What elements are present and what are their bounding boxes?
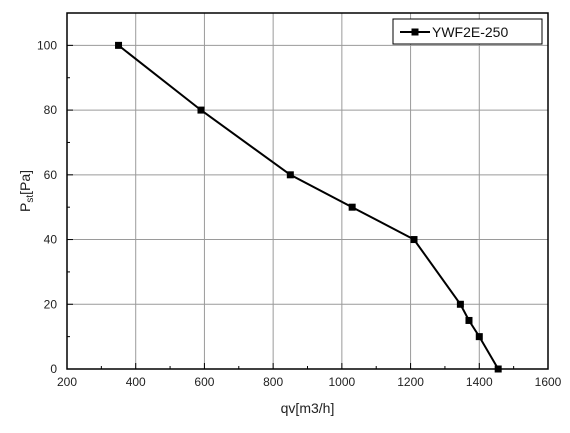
- data-point: [115, 41, 123, 49]
- data-point: [348, 203, 356, 211]
- y-tick-label: 20: [44, 297, 58, 311]
- x-tick-label: 1600: [535, 375, 562, 389]
- y-axis-title-main: P: [17, 203, 33, 212]
- data-point: [410, 236, 418, 244]
- legend-label: YWF2E-250: [432, 24, 508, 40]
- y-axis-title: Pst[Pa]: [17, 170, 36, 212]
- y-tick-label: 100: [37, 38, 57, 52]
- x-tick-label: 1000: [329, 375, 356, 389]
- data-point: [197, 106, 205, 114]
- y-tick-label: 0: [50, 362, 57, 376]
- legend-marker: [411, 28, 419, 36]
- x-tick-label: 600: [194, 375, 214, 389]
- x-tick-label: 1200: [397, 375, 424, 389]
- series-line: [117, 44, 500, 370]
- x-tick-label: 200: [57, 375, 77, 389]
- data-point: [475, 333, 483, 341]
- x-tick-label: 400: [126, 375, 146, 389]
- legend: YWF2E-250: [392, 18, 543, 45]
- y-tick-label: 60: [44, 168, 58, 182]
- data-point: [286, 171, 294, 179]
- y-tick-label: 80: [44, 103, 58, 117]
- plot-area-frame: [66, 12, 549, 370]
- y-axis-title-unit: [Pa]: [17, 170, 33, 195]
- x-axis-title: qv[m3/h]: [281, 400, 335, 416]
- axis-ticks: 200 400 600 800 1000 1200 1400 1600 0 20 40 60 80 100: [37, 38, 562, 389]
- y-tick-label: 40: [44, 233, 58, 247]
- x-tick-label: 800: [263, 375, 283, 389]
- data-point: [465, 316, 473, 324]
- series-layer: [115, 41, 502, 373]
- data-point: [494, 365, 502, 373]
- y-axis-title-sub: st: [25, 195, 36, 203]
- x-tick-label: 1400: [466, 375, 493, 389]
- data-point: [456, 300, 464, 308]
- grid: [67, 13, 548, 369]
